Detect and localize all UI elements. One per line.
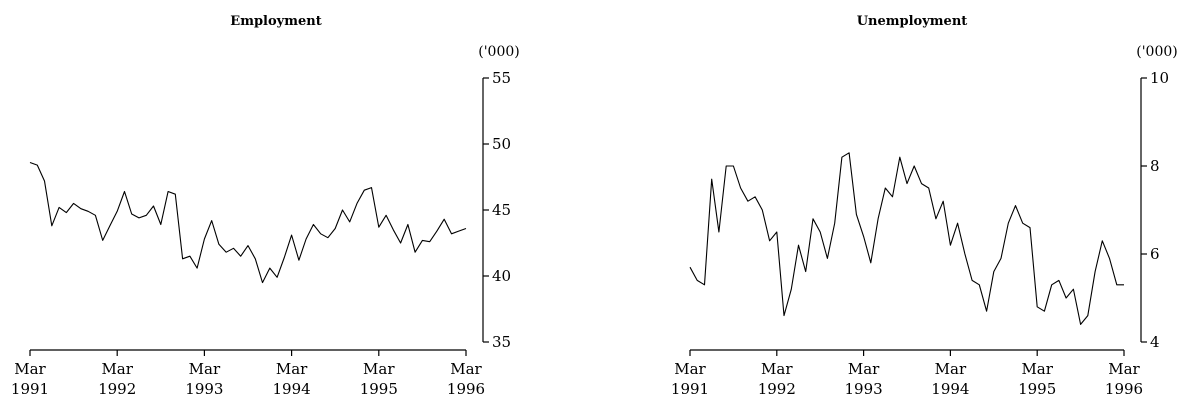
x-tick-year-label: 1991 (11, 380, 49, 398)
x-tick-year-label: 1992 (98, 380, 136, 398)
y-tick-label: 40 (492, 267, 511, 285)
chart-title: Unemployment (857, 14, 968, 29)
y-axis-unit-label: ('000) (1136, 44, 1178, 60)
unemployment-chart: Unemployment ('000) 4 6 8 10 Mar 1991 Mar 1992… (671, 14, 1178, 398)
y-tick-label: 10 (1150, 69, 1169, 87)
y-axis-unit-label: ('000) (478, 44, 520, 60)
x-tick-month-label: Mar (1108, 360, 1140, 378)
x-tick-month-label: Mar (101, 360, 133, 378)
y-tick-label: 8 (1150, 157, 1160, 175)
x-tick-month-label: Mar (450, 360, 482, 378)
x-axis-ticks: Mar 1991 Mar 1992 Mar 1993 Mar 1994 Mar 1995 Mar 19… (671, 350, 1143, 398)
x-tick-month-label: Mar (848, 360, 880, 378)
x-tick-month-label: Mar (674, 360, 706, 378)
x-tick-month-label: Mar (276, 360, 308, 378)
unemployment-series-line (689, 152, 1124, 325)
x-tick-month-label: Mar (189, 360, 221, 378)
chart-title: Employment (230, 14, 321, 29)
x-tick-month-label: Mar (761, 360, 793, 378)
x-tick-month-label: Mar (14, 360, 46, 378)
y-axis-ticks: 35 40 45 50 55 (483, 69, 511, 351)
y-tick-label: 50 (492, 135, 511, 153)
x-tick-year-label: 1993 (845, 380, 883, 398)
x-tick-year-label: 1996 (447, 380, 485, 398)
y-axis-ticks: 4 6 8 10 (1141, 69, 1169, 351)
x-tick-month-label: Mar (1021, 360, 1053, 378)
x-tick-month-label: Mar (935, 360, 967, 378)
x-tick-year-label: 1993 (185, 380, 223, 398)
employment-chart: Employment ('000) 35 40 45 50 55 Mar 1991 Mar 1… (11, 14, 520, 398)
y-tick-label: 55 (492, 69, 511, 87)
x-tick-year-label: 1995 (360, 380, 398, 398)
x-tick-year-label: 1991 (671, 380, 709, 398)
x-axis-ticks: Mar 1991 Mar 1992 Mar 1993 Mar 1994 Mar 1995 Mar 19… (11, 350, 485, 398)
x-tick-year-label: 1994 (931, 380, 969, 398)
x-tick-year-label: 1995 (1018, 380, 1056, 398)
y-tick-label: 45 (492, 201, 511, 219)
y-tick-label: 35 (492, 333, 511, 351)
x-tick-year-label: 1994 (273, 380, 311, 398)
x-tick-month-label: Mar (363, 360, 395, 378)
y-tick-label: 4 (1150, 333, 1160, 351)
employment-series-line (29, 161, 467, 284)
x-tick-year-label: 1992 (758, 380, 796, 398)
y-tick-label: 6 (1150, 245, 1160, 263)
x-tick-year-label: 1996 (1105, 380, 1143, 398)
